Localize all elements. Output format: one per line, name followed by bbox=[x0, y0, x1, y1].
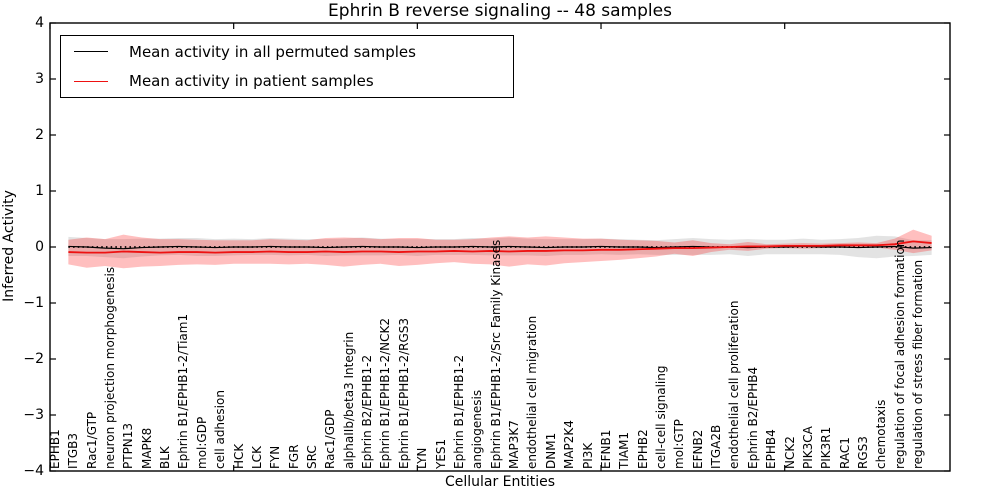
x-category-label: EFNB1 bbox=[598, 429, 613, 469]
y-tick-label: 1 bbox=[35, 183, 44, 199]
x-category-label: ITGB3 bbox=[66, 432, 81, 469]
legend-label-permuted: Mean activity in all permuted samples bbox=[129, 42, 416, 61]
x-category-label: alphaIIb/beta3 Integrin bbox=[341, 331, 356, 469]
y-tick-label: 4 bbox=[35, 15, 44, 31]
x-axis-label: Cellular Entities bbox=[444, 474, 556, 490]
x-category-label: TIAM1 bbox=[617, 431, 632, 469]
patient-mean-line bbox=[68, 240, 932, 254]
x-category-label: Ephrin B1/EPHB1-2/NCK2 bbox=[378, 318, 393, 469]
x-category-label: FGR bbox=[286, 444, 301, 469]
x-category-label: mol:GTP bbox=[672, 419, 687, 469]
legend-item-permuted: Mean activity in all permuted samples bbox=[61, 38, 513, 66]
legend: Mean activity in all permuted samples Me… bbox=[60, 35, 514, 98]
x-category-label: angiogenesis bbox=[470, 389, 485, 469]
x-category-label: endothelial cell proliferation bbox=[727, 300, 742, 469]
x-category-label: regulation of stress fiber formation bbox=[911, 259, 926, 469]
x-category-label: PI3K bbox=[580, 442, 595, 469]
x-category-label: endothelial cell migration bbox=[525, 315, 540, 469]
x-category-label: Rac1/GDP bbox=[323, 409, 338, 469]
x-category-label: PTPN13 bbox=[121, 422, 136, 469]
chart-title: Ephrin B reverse signaling -- 48 samples bbox=[328, 1, 672, 21]
x-category-label: HCK bbox=[231, 443, 246, 469]
y-tick-label: 2 bbox=[35, 127, 44, 143]
x-category-label: PIK3CA bbox=[800, 426, 815, 469]
x-category-label: regulation of focal adhesion formation bbox=[892, 239, 907, 469]
x-category-label: DNM1 bbox=[543, 432, 558, 469]
permuted-mean-line bbox=[68, 245, 932, 250]
x-category-label: BLK bbox=[158, 446, 173, 469]
x-category-label: EPHB2 bbox=[635, 429, 650, 469]
x-category-label: cell-cell signaling bbox=[653, 365, 668, 470]
x-category-label: RGS3 bbox=[856, 436, 871, 469]
x-category-label: Ephrin B1/EPHB1-2/Tiam1 bbox=[176, 313, 191, 469]
x-category-label: SRC bbox=[305, 445, 319, 469]
x-category-label: ITGA2B bbox=[709, 424, 724, 469]
x-category-label: mol:GDP bbox=[194, 416, 209, 469]
x-category-label: EPHB1 bbox=[47, 429, 62, 469]
x-category-label: Ephrin B1/EPHB1-2/RGS3 bbox=[396, 317, 411, 469]
x-category-label: Rac1/GTP bbox=[84, 411, 99, 469]
x-category-label: LCK bbox=[249, 446, 264, 469]
x-category-label: NCK2 bbox=[782, 436, 797, 469]
x-category-label: MAPK8 bbox=[139, 427, 154, 469]
x-category-label: FYN bbox=[268, 445, 283, 469]
patient-line-sample-icon bbox=[74, 80, 108, 82]
legend-item-patient: Mean activity in patient samples bbox=[61, 67, 513, 95]
x-category-label: PIK3R1 bbox=[819, 426, 834, 469]
x-category-label: Ephrin B2/EPHB4 bbox=[745, 366, 760, 469]
x-category-label: MAP3K7 bbox=[507, 420, 522, 469]
legend-label-patient: Mean activity in patient samples bbox=[129, 72, 374, 91]
y-tick-label: 3 bbox=[35, 71, 44, 87]
permuted-line-sample-icon bbox=[74, 51, 108, 53]
x-category-label: EFNB2 bbox=[690, 429, 705, 469]
y-tick-label: 0 bbox=[35, 239, 44, 255]
y-tick-label: −2 bbox=[23, 351, 44, 367]
y-tick-label: −4 bbox=[23, 463, 44, 479]
x-category-label: chemotaxis bbox=[874, 399, 889, 469]
x-category-label: Ephrin B1/EPHB1-2 bbox=[451, 354, 466, 469]
y-tick-label: −3 bbox=[23, 407, 44, 423]
x-category-label: Ephrin B1/EPHB1-2/Src Family Kinases bbox=[488, 239, 503, 469]
patient-std-band bbox=[68, 229, 932, 269]
x-category-label: MAP2K4 bbox=[562, 420, 577, 469]
x-category-label: neuron projection morphogenesis bbox=[102, 266, 117, 469]
x-category-label: YES1 bbox=[433, 438, 448, 469]
x-category-label: cell adhesion bbox=[213, 390, 228, 469]
x-category-label: EPHB4 bbox=[764, 429, 779, 469]
x-category-label: LYN bbox=[415, 447, 430, 469]
x-category-label: Ephrin B2/EPHB1-2 bbox=[360, 354, 375, 469]
y-tick-label: −1 bbox=[23, 295, 44, 311]
x-category-label: RAC1 bbox=[837, 437, 852, 469]
